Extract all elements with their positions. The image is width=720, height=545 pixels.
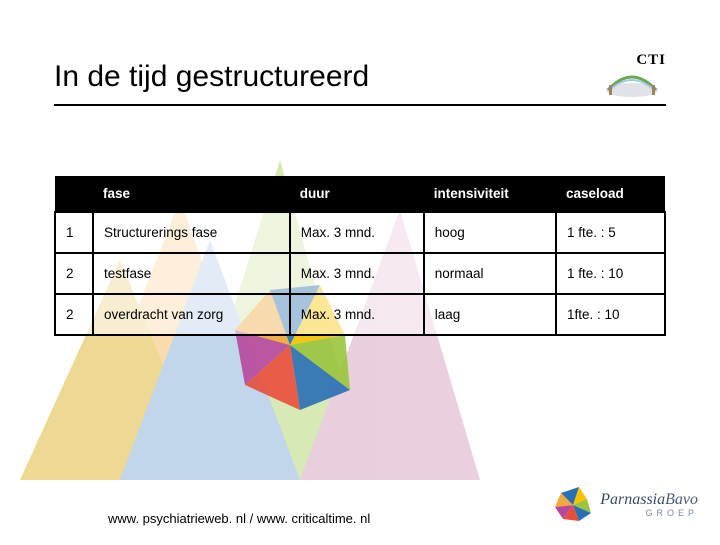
cell-fase: testfase — [93, 253, 290, 294]
footer-urls: www. psychiatrieweb. nl / www. criticalt… — [108, 511, 370, 526]
cell-index: 2 — [55, 253, 93, 294]
title-row: In de tijd gestructureerd CTI — [54, 56, 666, 106]
cell-duur: Max. 3 mnd. — [290, 212, 424, 253]
brand-word-1: Parnassia — [600, 491, 665, 508]
col-fase: fase — [93, 176, 290, 212]
table-row: 2 overdracht van zorg Max. 3 mnd. laag 1… — [55, 294, 665, 335]
cti-label: CTI — [636, 52, 666, 69]
cell-index: 2 — [55, 294, 93, 335]
cell-index: 1 — [55, 212, 93, 253]
cell-fase: overdracht van zorg — [93, 294, 290, 335]
table-header-row: fase duur intensiviteit caseload — [55, 176, 665, 212]
cell-duur: Max. 3 mnd. — [290, 253, 424, 294]
col-duur: duur — [290, 176, 424, 212]
page-title: In de tijd gestructureerd — [54, 60, 369, 94]
cell-caseload: 1 fte. : 5 — [556, 212, 665, 253]
cell-fase: Structurerings fase — [93, 212, 290, 253]
brand-text: ParnassiaBavo GROEP — [600, 492, 698, 518]
brand-word-2: Bavo — [665, 491, 698, 508]
cell-intens: laag — [424, 294, 556, 335]
cell-caseload: 1 fte. : 10 — [556, 253, 665, 294]
cti-logo: CTI — [604, 56, 666, 98]
cell-intens: normaal — [424, 253, 556, 294]
cell-duur: Max. 3 mnd. — [290, 294, 424, 335]
footer: www. psychiatrieweb. nl / www. criticalt… — [0, 484, 720, 526]
cell-intens: hoog — [424, 212, 556, 253]
table-row: 2 testfase Max. 3 mnd. normaal 1 fte. : … — [55, 253, 665, 294]
col-intensiviteit: intensiviteit — [424, 176, 556, 212]
table-row: 1 Structurerings fase Max. 3 mnd. hoog 1… — [55, 212, 665, 253]
brand-sub: GROEP — [600, 509, 698, 518]
parnassiabavo-logo: ParnassiaBavo GROEP — [552, 484, 698, 526]
col-index — [55, 176, 93, 212]
phases-table: fase duur intensiviteit caseload 1 Struc… — [54, 176, 666, 336]
cell-caseload: 1fte. : 10 — [556, 294, 665, 335]
pinwheel-icon — [552, 484, 594, 526]
col-caseload: caseload — [556, 176, 665, 212]
